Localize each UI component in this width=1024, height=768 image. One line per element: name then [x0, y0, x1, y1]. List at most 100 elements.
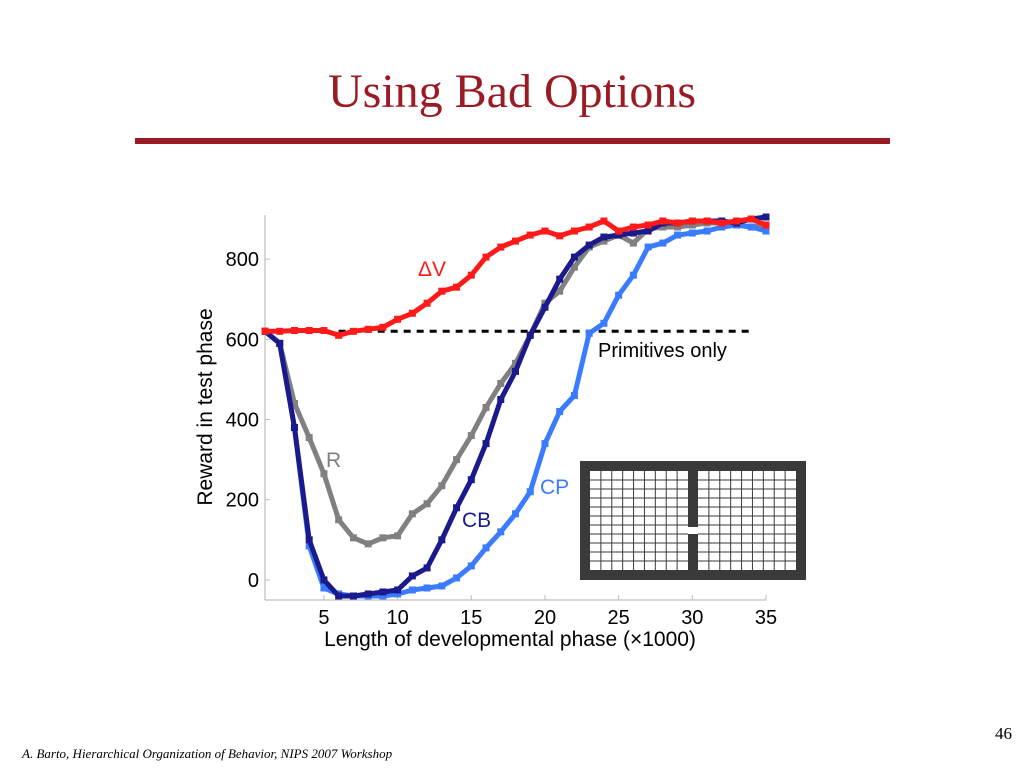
baseline-layer: Primitives only [338, 329, 754, 362]
data-point-CB [644, 227, 652, 235]
data-point-CB [629, 229, 637, 237]
data-point-CP [438, 582, 446, 590]
data-point-R [290, 399, 298, 407]
data-point-dV [379, 323, 387, 331]
data-point-dV [688, 217, 696, 225]
x-tick-label: 5 [318, 607, 329, 629]
data-point-CB [349, 592, 357, 600]
x-tick-label: 15 [460, 607, 482, 629]
data-point-R [688, 221, 696, 229]
data-point-CB [600, 233, 608, 241]
data-point-CB [526, 331, 534, 339]
data-point-R [556, 287, 564, 295]
data-point-R [423, 500, 431, 508]
data-point-dV [453, 283, 461, 291]
data-point-R [408, 510, 416, 518]
data-point-dV [408, 309, 416, 317]
data-point-dV [497, 243, 505, 251]
slide-title: Using Bad Options [327, 65, 696, 118]
slide-number: 46 [995, 724, 1012, 743]
data-point-R [379, 534, 387, 542]
data-point-CP [644, 243, 652, 251]
data-point-dV [570, 227, 578, 235]
data-point-R [305, 434, 313, 442]
data-point-CP [556, 408, 564, 416]
data-point-dV [703, 217, 711, 225]
data-point-R [659, 223, 667, 231]
data-point-CB [762, 213, 770, 221]
data-point-R [570, 263, 578, 271]
data-point-dV [629, 223, 637, 231]
data-point-R [629, 239, 637, 247]
series-label-dV: ΔV [418, 258, 446, 281]
maze-room [698, 471, 796, 570]
data-point-dV [438, 287, 446, 295]
data-point-CB [364, 590, 372, 598]
data-point-CP [320, 584, 328, 592]
data-point-dV [585, 223, 593, 231]
data-point-CB [570, 253, 578, 261]
x-tick-label: 30 [681, 607, 703, 629]
data-point-CP [467, 562, 475, 570]
data-point-CB [408, 572, 416, 580]
data-point-CP [688, 229, 696, 237]
data-point-CB [276, 339, 284, 347]
footer-citation: A. Barto, Hierarchical Organization of B… [22, 746, 393, 761]
data-point-R [394, 532, 402, 540]
data-point-CP [703, 227, 711, 235]
data-point-CP [526, 488, 534, 496]
data-point-dV [526, 231, 534, 239]
data-point-dV [305, 327, 313, 334]
x-tick-label: 10 [386, 607, 408, 629]
data-point-dV [423, 299, 431, 307]
data-point-CP [674, 231, 682, 239]
data-point-CB [423, 564, 431, 572]
series-layer [261, 213, 770, 600]
data-point-R [497, 379, 505, 387]
y-tick-label: 400 [226, 410, 259, 432]
data-point-CB [556, 275, 564, 283]
data-point-CP [408, 586, 416, 594]
data-point-CB [453, 504, 461, 512]
maze-doorway [688, 527, 698, 534]
data-point-CP [747, 223, 755, 231]
data-point-R [320, 470, 328, 478]
data-point-CB [512, 367, 519, 375]
series-label-CB: CB [462, 509, 491, 532]
data-point-CB [615, 231, 623, 239]
baseline-label: Primitives only [598, 340, 727, 362]
data-point-dV [541, 227, 549, 235]
data-point-CB [335, 592, 343, 600]
data-point-R [467, 432, 475, 440]
data-point-CP [541, 440, 549, 448]
data-point-CB [482, 440, 490, 448]
data-point-CP [615, 291, 623, 299]
series-label-R: R [326, 449, 341, 472]
data-point-dV [467, 271, 475, 279]
data-point-CP [379, 592, 387, 600]
data-point-dV [349, 327, 357, 335]
data-point-dV [747, 215, 755, 223]
data-point-dV [364, 325, 372, 333]
maze-room [590, 471, 688, 570]
chart-axes: 0 200 400 600 800 5 10 15 20 25 30 35 Length of deve… [194, 215, 777, 651]
x-tick-label: 25 [608, 607, 630, 629]
data-point-dV [335, 331, 343, 339]
annotation-layer: ΔV R CB CP [326, 258, 569, 532]
data-point-dV [394, 315, 402, 323]
data-point-dV [261, 327, 269, 335]
data-point-CP [762, 227, 770, 235]
data-point-CB [467, 476, 475, 484]
data-point-dV [600, 217, 608, 225]
data-point-CP [570, 391, 578, 399]
x-tick-label: 20 [534, 607, 556, 629]
data-point-dV [320, 327, 328, 334]
data-point-dV [290, 327, 298, 334]
data-point-dV [733, 217, 741, 225]
data-point-R [364, 540, 372, 548]
data-point-dV [718, 219, 726, 227]
data-point-R [512, 359, 519, 367]
y-tick-label: 800 [226, 249, 259, 271]
data-point-CP [512, 510, 519, 518]
